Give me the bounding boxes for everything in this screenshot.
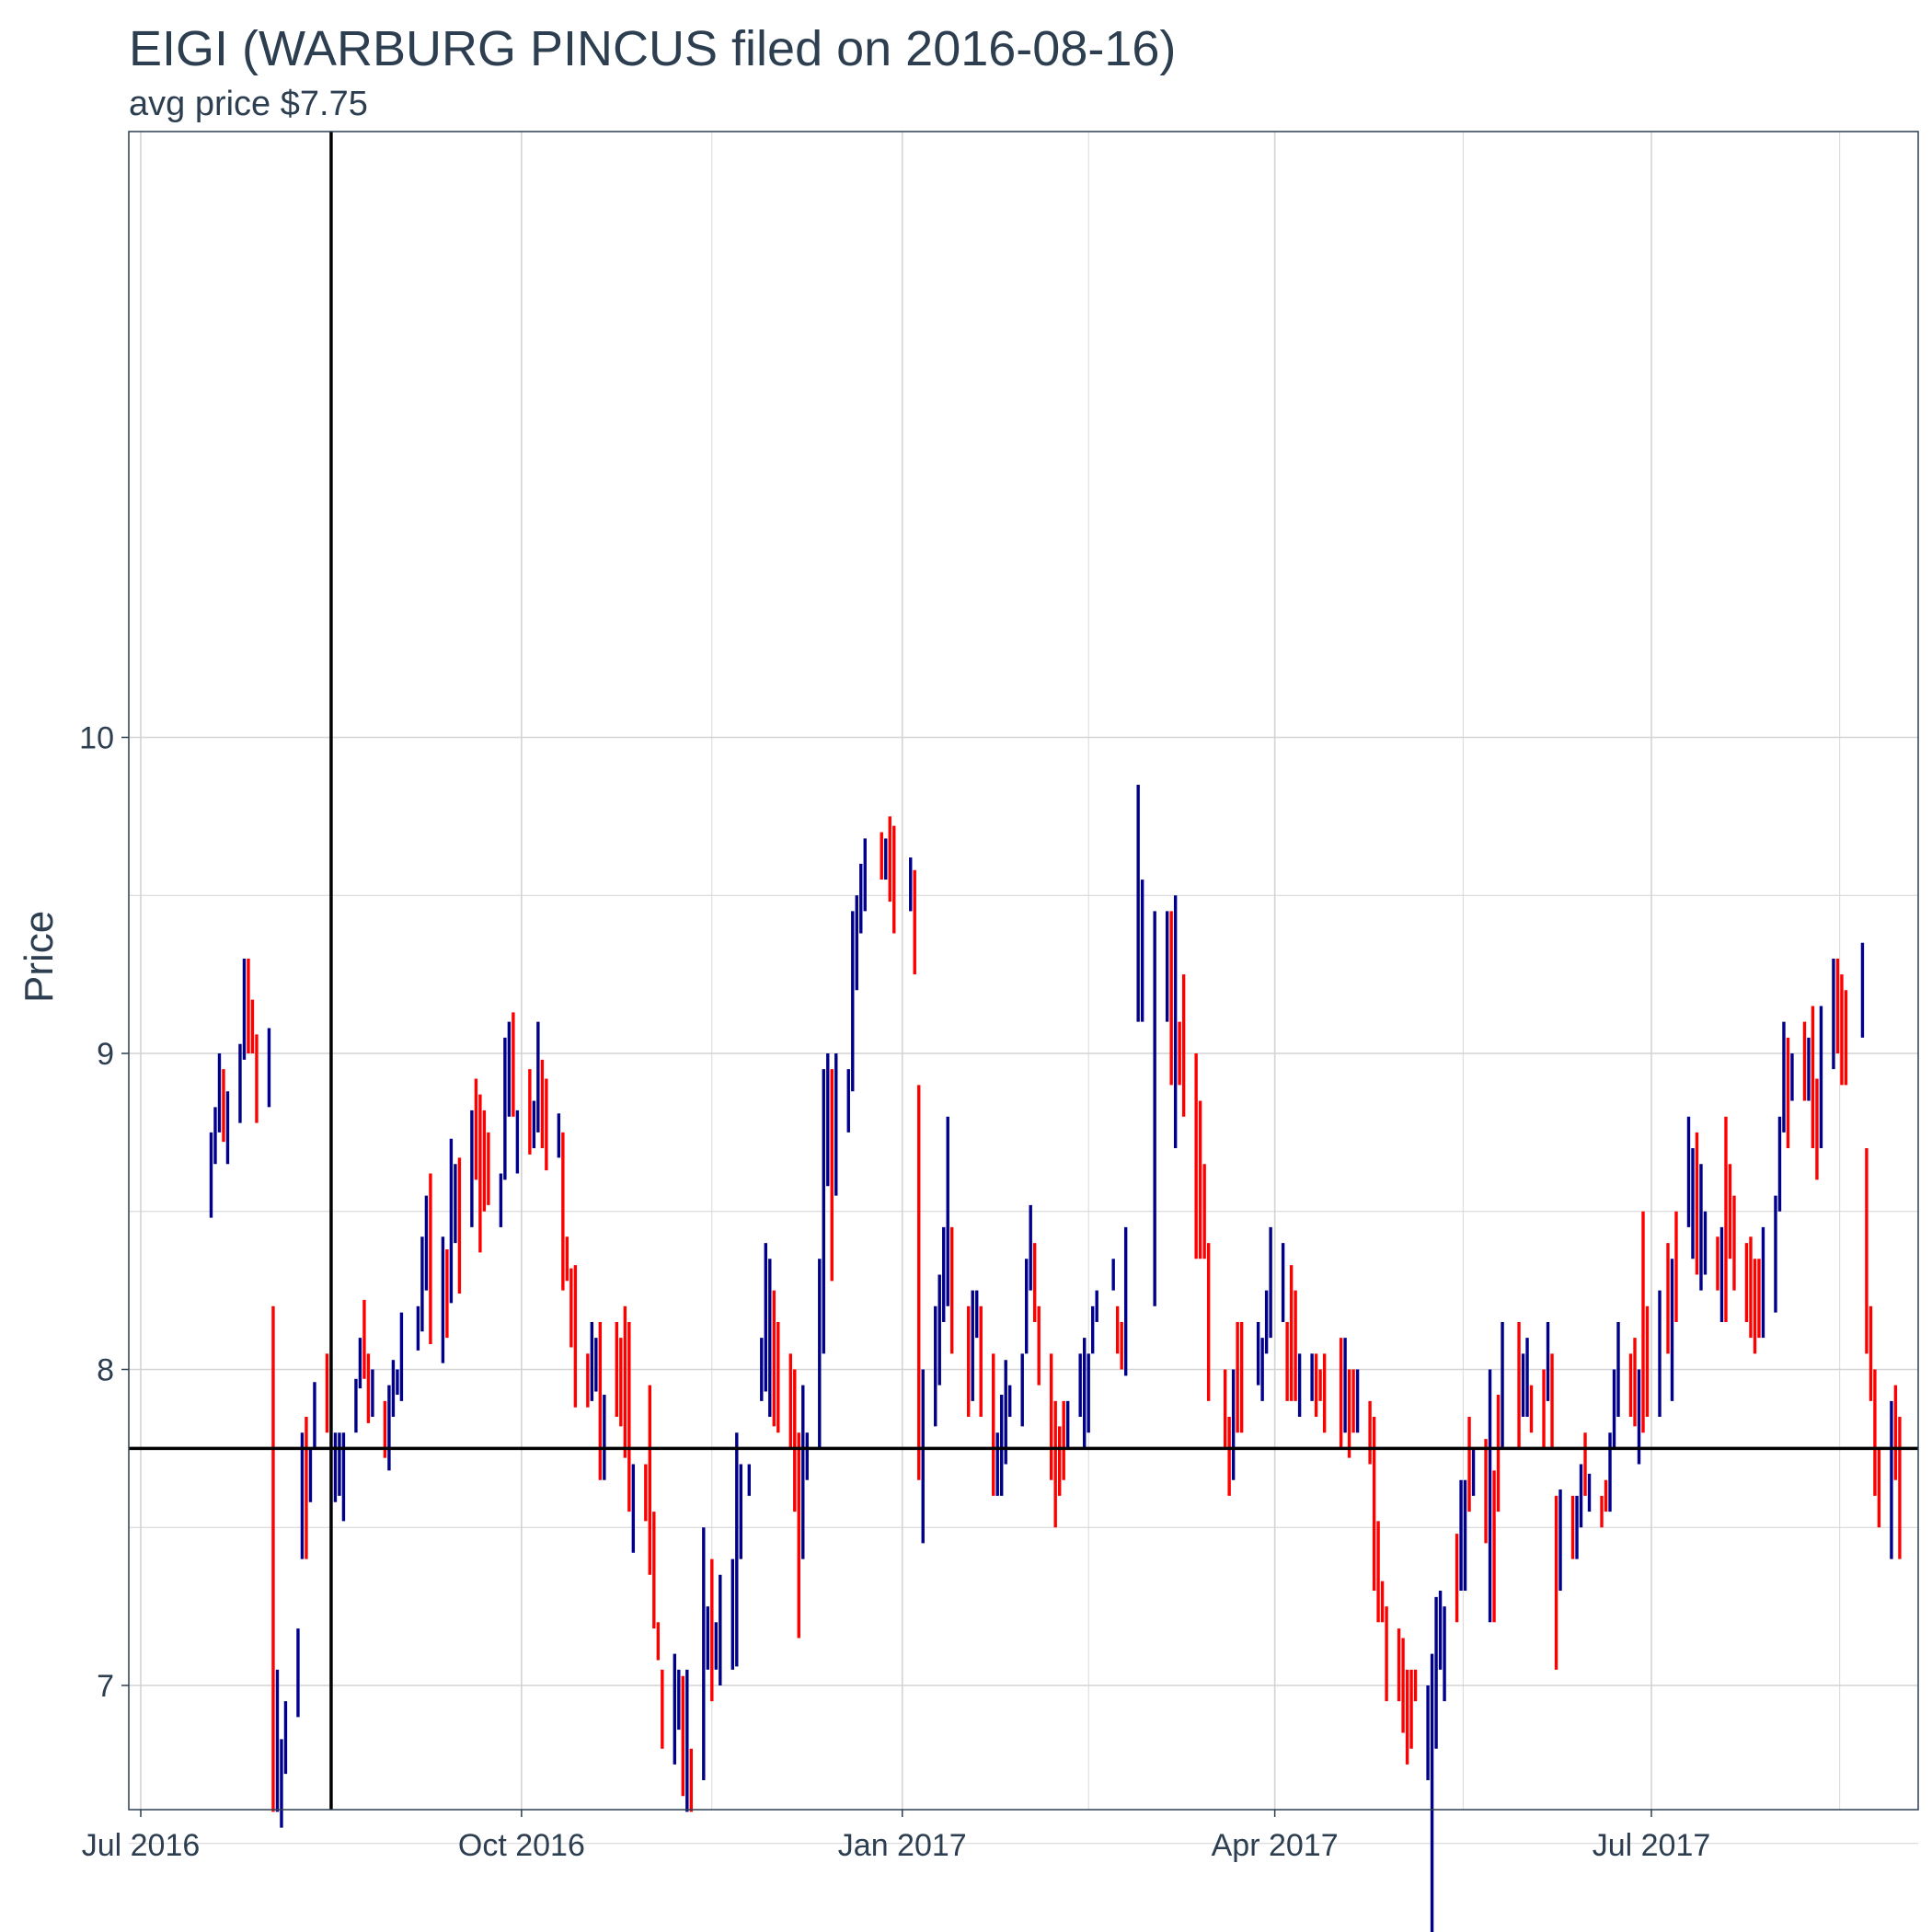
y-tick-label: 7 [97, 1669, 114, 1704]
y-tick-label: 9 [97, 1037, 114, 1072]
chart-title: EIGI (WARBURG PINCUS filed on 2016-08-16… [129, 21, 1177, 76]
y-tick-label: 8 [97, 1353, 114, 1388]
x-tick-label: Jul 2016 [82, 1828, 201, 1863]
chart-subtitle: avg price $7.75 [129, 85, 368, 123]
x-axis-ticks: Jul 2016 Oct 2016 Jan 2017 Apr 2017 Jul 2017 [82, 1810, 1711, 1863]
y-axis-ticks: 7 8 9 10 [79, 721, 129, 1704]
x-tick-label: Apr 2017 [1212, 1828, 1339, 1863]
price-bars [209, 785, 1902, 1932]
reference-lines [129, 132, 1918, 1810]
x-tick-label: Jan 2017 [838, 1828, 967, 1863]
y-tick-label: 10 [79, 721, 114, 756]
grid-lines [129, 132, 1918, 1845]
plot-border [128, 131, 1919, 1811]
x-tick-label: Jul 2017 [1593, 1828, 1711, 1863]
x-tick-label: Oct 2016 [458, 1828, 585, 1863]
